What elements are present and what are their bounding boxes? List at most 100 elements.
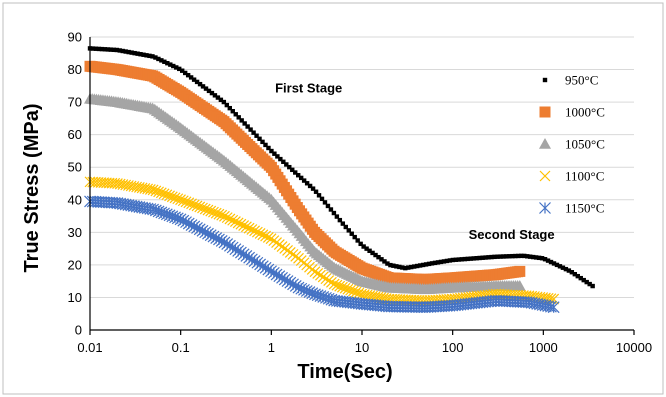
data-point bbox=[379, 257, 384, 262]
data-point bbox=[575, 273, 580, 279]
data-point bbox=[334, 214, 340, 219]
data-point bbox=[367, 248, 372, 253]
data-point bbox=[183, 197, 195, 209]
data-point bbox=[412, 264, 417, 269]
data-point bbox=[560, 265, 566, 270]
data-point bbox=[364, 246, 369, 251]
data-point bbox=[373, 252, 378, 258]
data-point bbox=[165, 60, 170, 66]
data-point bbox=[99, 46, 105, 52]
legend-label: 1150°C bbox=[565, 201, 604, 216]
y-tick-label: 20 bbox=[68, 257, 82, 272]
y-tick-label: 70 bbox=[68, 95, 82, 110]
data-point bbox=[514, 265, 526, 277]
series-5 bbox=[84, 195, 560, 314]
x-axis-title: Time(Sec) bbox=[297, 361, 392, 383]
data-point bbox=[102, 47, 108, 52]
data-point bbox=[224, 213, 236, 225]
data-point bbox=[98, 177, 110, 189]
data-point bbox=[156, 56, 161, 62]
data-point bbox=[254, 228, 266, 239]
data-point bbox=[417, 263, 423, 268]
data-point bbox=[120, 48, 125, 54]
x-tick-label: 100 bbox=[442, 340, 464, 355]
data-point bbox=[441, 259, 447, 264]
data-point bbox=[293, 170, 298, 175]
data-point bbox=[191, 77, 197, 82]
data-point bbox=[215, 95, 221, 100]
data-point bbox=[554, 262, 560, 268]
y-tick-label: 80 bbox=[68, 62, 82, 77]
data-point bbox=[213, 208, 225, 220]
x-tick-label: 0.01 bbox=[77, 340, 102, 355]
data-point bbox=[245, 124, 250, 129]
data-point bbox=[269, 148, 274, 154]
data-point bbox=[513, 253, 518, 259]
data-point bbox=[426, 261, 432, 267]
data-point bbox=[174, 65, 179, 70]
data-point bbox=[266, 145, 271, 151]
y-tick-label: 90 bbox=[68, 30, 82, 45]
data-point bbox=[547, 301, 560, 314]
data-point bbox=[492, 254, 497, 260]
data-point bbox=[246, 224, 258, 235]
data-point bbox=[385, 261, 390, 266]
data-point bbox=[477, 255, 482, 261]
data-point bbox=[536, 255, 542, 261]
data-point bbox=[175, 194, 186, 206]
legend-marker bbox=[539, 138, 551, 149]
y-axis-title: True Stress (MPa) bbox=[21, 104, 43, 273]
data-point bbox=[483, 255, 488, 260]
data-point bbox=[111, 47, 116, 53]
data-point bbox=[221, 99, 227, 105]
data-point bbox=[312, 267, 324, 279]
data-point bbox=[429, 261, 435, 266]
data-point bbox=[331, 210, 337, 216]
data-point bbox=[180, 68, 185, 73]
data-point bbox=[243, 222, 255, 234]
data-point bbox=[322, 200, 328, 205]
data-point bbox=[216, 209, 228, 221]
data-point bbox=[498, 254, 503, 259]
data-point bbox=[290, 167, 295, 173]
data-point bbox=[352, 234, 357, 240]
series-layer bbox=[84, 46, 595, 314]
series-4 bbox=[84, 176, 560, 307]
data-point bbox=[238, 220, 250, 231]
data-point bbox=[545, 258, 551, 263]
data-point bbox=[208, 206, 219, 218]
data-point bbox=[296, 173, 301, 178]
data-point bbox=[542, 257, 548, 262]
data-point bbox=[227, 214, 239, 226]
y-tick-label: 50 bbox=[68, 160, 82, 175]
data-point bbox=[236, 115, 241, 120]
data-point bbox=[233, 112, 238, 117]
data-point bbox=[525, 254, 530, 259]
data-point bbox=[278, 156, 283, 162]
data-point bbox=[323, 275, 335, 286]
data-point bbox=[141, 52, 146, 57]
y-tick-label: 40 bbox=[68, 192, 82, 207]
data-point bbox=[510, 253, 515, 259]
data-point bbox=[281, 159, 286, 164]
data-point bbox=[519, 253, 524, 259]
data-point bbox=[263, 142, 268, 148]
data-point bbox=[227, 105, 232, 111]
data-point bbox=[391, 263, 396, 268]
data-point bbox=[150, 54, 155, 59]
data-point bbox=[168, 62, 173, 67]
data-point bbox=[108, 47, 114, 52]
data-point bbox=[90, 46, 96, 51]
data-point bbox=[320, 273, 332, 285]
data-point bbox=[438, 259, 444, 265]
data-point bbox=[260, 139, 265, 145]
data-point bbox=[232, 217, 244, 229]
data-point bbox=[450, 257, 456, 263]
data-point bbox=[171, 63, 176, 69]
data-point bbox=[307, 183, 313, 189]
data-point bbox=[358, 241, 363, 247]
data-point bbox=[459, 257, 464, 262]
data-point bbox=[147, 53, 152, 59]
annotation-label: Second Stage bbox=[469, 227, 555, 242]
data-point bbox=[578, 275, 583, 281]
